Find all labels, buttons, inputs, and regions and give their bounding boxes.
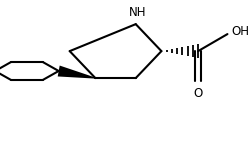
Text: NH: NH — [129, 6, 146, 19]
Text: O: O — [194, 87, 203, 100]
Text: OH: OH — [231, 25, 249, 38]
Polygon shape — [58, 66, 96, 79]
